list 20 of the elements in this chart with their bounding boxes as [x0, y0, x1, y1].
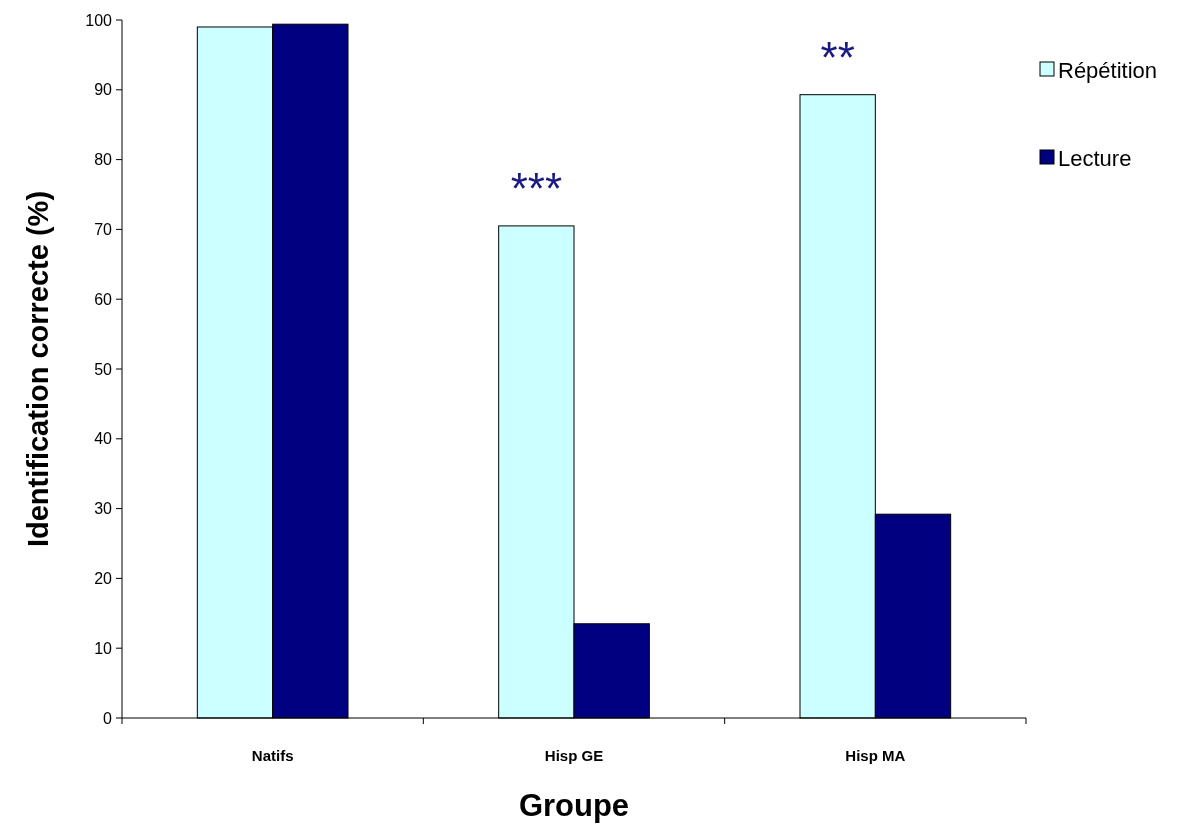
- y-tick-label: 10: [94, 639, 113, 657]
- y-tick-label: 60: [94, 290, 113, 308]
- annotation: **: [820, 32, 855, 82]
- y-tick-label: 80: [94, 151, 113, 169]
- y-tick-label: 50: [94, 360, 113, 378]
- x-tick-label: Natifs: [251, 747, 294, 764]
- y-tick-label: 100: [85, 11, 113, 29]
- y-tick-label: 20: [94, 570, 113, 587]
- x-axis-title: Groupe: [518, 788, 630, 823]
- annotation: ***: [510, 163, 563, 213]
- x-tick-label: Hisp MA: [845, 747, 906, 764]
- y-tick-label: 30: [94, 500, 113, 518]
- x-tick-label: Hisp GE: [544, 747, 604, 764]
- legend-label: Lecture: [1058, 145, 1132, 171]
- y-tick-label: 70: [94, 221, 113, 238]
- y-tick-label: 0: [103, 709, 113, 727]
- y-tick-label: 40: [94, 430, 113, 448]
- y-axis-title: Identification correcte (%): [22, 190, 54, 548]
- y-tick-label: 90: [94, 81, 113, 99]
- legend-label: Répétition: [1058, 57, 1158, 83]
